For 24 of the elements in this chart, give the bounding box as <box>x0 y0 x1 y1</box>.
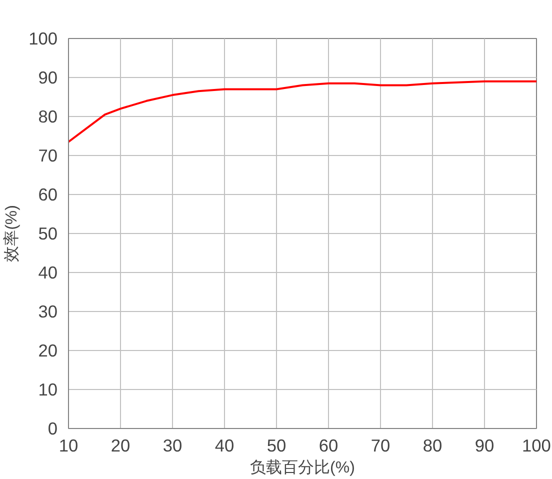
y-tick-label: 50 <box>38 224 58 244</box>
y-tick-label: 10 <box>38 380 58 400</box>
line-series <box>68 80 536 143</box>
x-tick-label: 70 <box>370 436 390 456</box>
x-tick-label: 50 <box>266 436 286 456</box>
x-tick-label: 20 <box>110 436 130 456</box>
y-axis-title: 效率(%) <box>2 205 21 262</box>
x-tick-label: 40 <box>214 436 234 456</box>
y-tick-label: 40 <box>38 262 58 282</box>
x-axis-title: 负载百分比(%) <box>250 458 355 476</box>
x-tick-label: 80 <box>422 436 442 456</box>
y-tick-label: 60 <box>38 184 58 204</box>
x-tick-label: 60 <box>318 436 338 456</box>
y-tick-label: 80 <box>38 106 58 126</box>
y-tick-label: 70 <box>38 146 58 166</box>
y-tick-label: 100 <box>28 28 58 48</box>
y-tick-label: 0 <box>48 418 58 438</box>
x-tick-label: 100 <box>522 436 551 456</box>
x-tick-label: 90 <box>474 436 494 456</box>
x-tick-label: 10 <box>58 436 78 456</box>
y-tick-label: 90 <box>38 68 58 88</box>
y-tick-label: 30 <box>38 302 58 322</box>
y-tick-label: 20 <box>38 340 58 360</box>
x-tick-label: 30 <box>162 436 182 456</box>
